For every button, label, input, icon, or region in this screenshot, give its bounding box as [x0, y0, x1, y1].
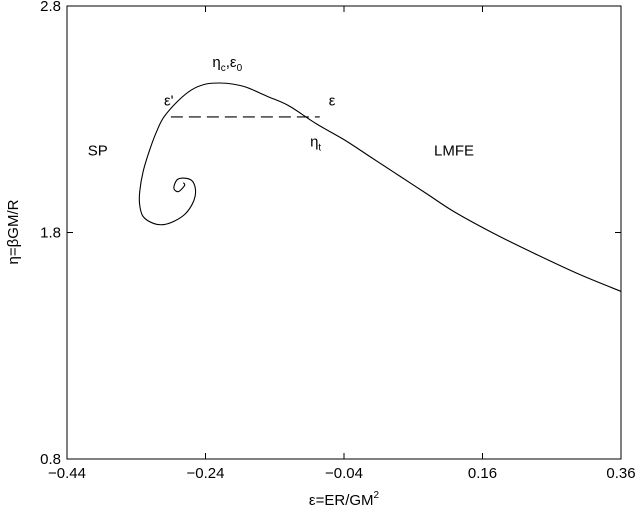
y-tick-label: 2.8 — [40, 0, 61, 15]
y-tick-label: 1.8 — [40, 225, 61, 242]
series-group — [138, 82, 622, 292]
caloric-curve — [138, 82, 622, 292]
ticks: −0.44 −0.24 −0.04 0.16 0.36 0.8 1.8 2.8 — [40, 0, 635, 482]
y-tick-label: 0.8 — [40, 451, 61, 468]
x-tick-label: 0.36 — [606, 465, 635, 482]
annotation-label: ηc,ε0 — [212, 54, 242, 74]
annotation-label: LMFE — [434, 142, 474, 159]
x-tick-label: 0.16 — [468, 465, 497, 482]
annotation-label: SP — [88, 142, 108, 159]
annotation-label: ε' — [164, 93, 174, 110]
annotations: SP LMFE ε' ε ηc,ε0 ηt — [88, 54, 474, 159]
x-tick-label: −0.04 — [325, 465, 363, 482]
x-tick-label: −0.24 — [187, 465, 225, 482]
x-axis-title: ε=ER/GM2 — [309, 490, 380, 509]
annotation-label: ε — [329, 93, 336, 110]
annotation-label: ηt — [310, 133, 321, 153]
x-axis-title-sup: 2 — [374, 490, 380, 501]
x-tick-label: −0.44 — [48, 465, 86, 482]
y-axis-title: η=βGM/R — [5, 199, 22, 264]
plot-frame — [66, 5, 622, 460]
